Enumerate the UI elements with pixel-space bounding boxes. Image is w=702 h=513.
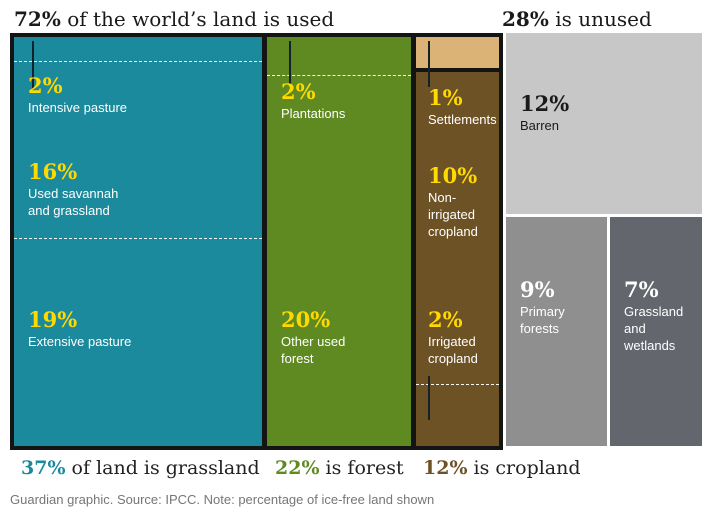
segment-label: Primary forests [520,304,565,336]
segment-barren: 12% Barren [506,91,702,135]
block-grassland-wetlands: 7% Grassland and wetlands [610,217,702,446]
caption-pct: 22% [275,457,320,479]
segment-pct: 20% [281,307,331,332]
segment-pct: 7% [624,277,659,302]
block-barren: 12% Barren [506,33,702,214]
segment-irrigated-cropland: 2% Irrigated cropland [416,307,499,368]
segment-pct: 2% [428,307,463,332]
dashed-divider [14,238,262,239]
tick-line [289,41,291,89]
segment-pct: 9% [520,277,555,302]
used-heading-text: of the world’s land is used [60,7,335,31]
used-pct: 72% [14,7,61,31]
segment-pct: 16% [28,159,78,184]
segment-label: Other used forest [281,334,346,366]
column-grassland: 2% Intensive pasture 16% Used savannah a… [14,37,262,446]
segment-label: Extensive pasture [28,334,132,350]
segment-label: Barren [520,118,560,134]
segment-label: Settlements [428,112,497,128]
segment-other-used-forest: 20% Other used forest [267,307,411,368]
segment-pct: 2% [28,73,63,98]
caption-text: is forest [319,457,404,479]
caption-text: is cropland [467,457,581,479]
used-land-block: 2% Intensive pasture 16% Used savannah a… [10,33,503,450]
segment-pct: 1% [428,85,463,110]
segment-pct: 12% [520,91,570,116]
caption-text: of land is grassland [65,457,260,479]
dashed-divider [267,75,411,76]
source-note: Guardian graphic. Source: IPCC. Note: pe… [10,492,435,507]
caption-pct: 37% [21,457,66,479]
tick-line [32,41,34,89]
segment-extensive-pasture: 19% Extensive pasture [14,307,262,351]
segment-settlements: 1% Settlements [416,85,499,129]
column-forest: 2% Plantations 20% Other used forest [267,37,411,446]
segment-pct: 2% [281,79,316,104]
block-primary-forests: 9% Primary forests [506,217,607,446]
dashed-divider [416,384,499,385]
caption-forest: 22% is forest [275,457,404,479]
tick-line [428,41,430,87]
segment-label: Intensive pasture [28,100,128,116]
dashed-divider [14,61,262,62]
segment-pct: 19% [28,307,78,332]
segment-primary-forests: 9% Primary forests [506,277,607,338]
segment-label: Irrigated cropland [428,334,478,366]
unused-pct: 28% [502,7,549,31]
segment-nonirrigated-cropland: 10% Non- irrigated cropland [416,163,499,241]
segment-label: Plantations [281,106,346,122]
segment-label: Non- irrigated cropland [428,190,478,239]
segment-grassland-wetlands: 7% Grassland and wetlands [610,277,702,355]
segment-plantations: 2% Plantations [267,79,411,123]
segment-label: Grassland and wetlands [624,304,684,353]
tick-line [428,376,430,420]
unused-land-heading: 28% is unused [502,7,652,31]
segment-intensive-pasture: 2% Intensive pasture [14,73,262,117]
unused-heading-text: is unused [548,7,652,31]
segment-label: Used savannah and grassland [28,186,119,218]
column-cropland: 1% Settlements 10% Non- irrigated cropla… [416,37,499,446]
caption-pct: 12% [423,457,468,479]
used-land-heading: 72% of the world’s land is used [14,7,334,31]
segment-pct: 10% [428,163,478,188]
caption-grassland: 37% of land is grassland [21,457,260,479]
segment-used-savannah: 16% Used savannah and grassland [14,159,262,220]
caption-cropland: 12% is cropland [423,457,581,479]
